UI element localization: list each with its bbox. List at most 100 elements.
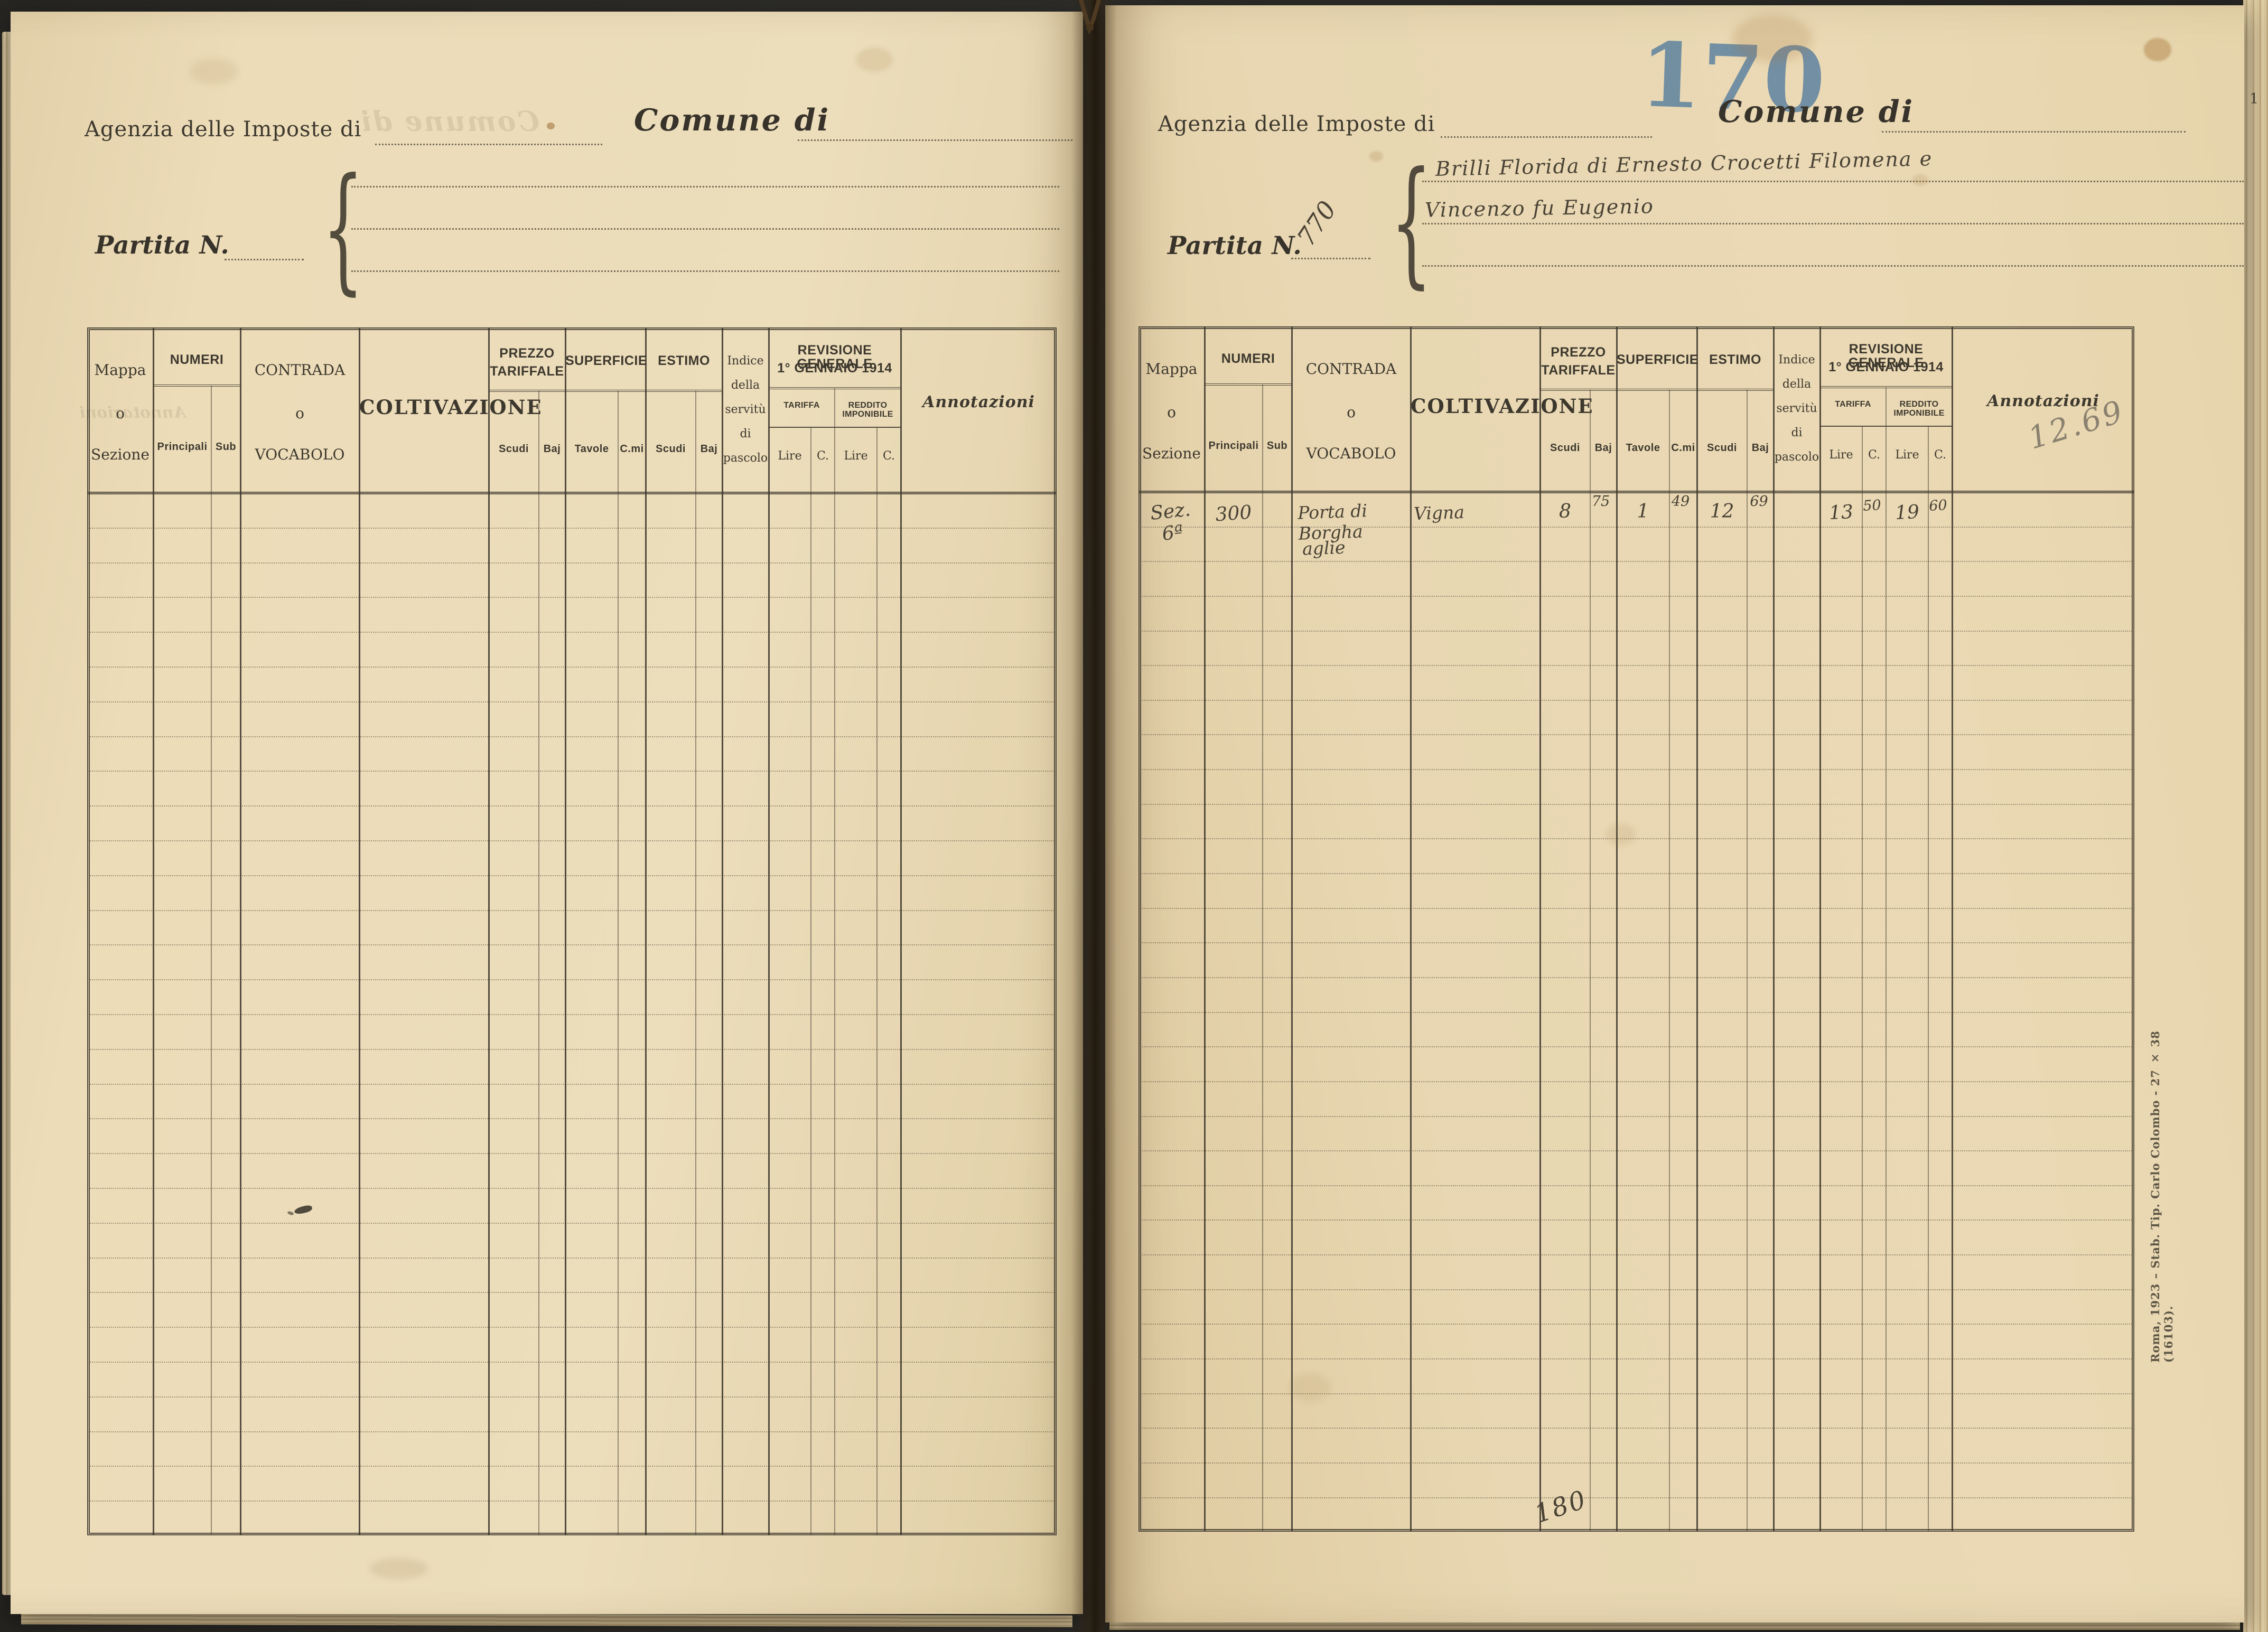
table-grid-line <box>695 391 696 1535</box>
table-header-rule <box>1697 389 1774 391</box>
column-header-label: Lire <box>1895 448 1919 462</box>
column-header-label: 1° GENNAIO 1914 <box>1828 360 1944 374</box>
table-row <box>1138 1359 2134 1394</box>
column-header-label: VOCABOLO <box>1306 445 1396 462</box>
table-row <box>1138 597 2134 632</box>
table-row <box>87 1502 1057 1535</box>
column-header-label: Baj <box>1594 442 1612 454</box>
table-row <box>1138 493 2134 528</box>
column-header-label: Sezione <box>1142 445 1201 462</box>
intestazione-line-1 <box>1422 181 2244 182</box>
table-grid-line <box>876 428 878 1535</box>
table-row <box>87 1467 1057 1502</box>
column-header-label: o <box>1347 404 1356 421</box>
column-header-label: Indice <box>1778 353 1815 367</box>
table-grid-line <box>810 428 811 1535</box>
table-row <box>87 1432 1057 1467</box>
table-row <box>1138 1221 2134 1256</box>
table-row <box>87 1015 1057 1050</box>
column-header-label: REDDITO IMPONIBILE <box>1893 400 1945 418</box>
edge-page-number: 1 <box>2250 91 2259 107</box>
table-grid-line <box>1590 390 1591 1532</box>
table-outer-border <box>87 327 1057 1535</box>
table-header-bottom-rule <box>1138 491 2134 493</box>
column-header-label: o <box>1167 404 1176 421</box>
table-body <box>1138 493 2134 1532</box>
intestazione-line-3 <box>1422 265 2244 267</box>
table-header-rule <box>1617 389 1697 391</box>
column-header-label: pascolo <box>723 452 768 465</box>
table-header-rule <box>565 390 646 392</box>
table-row <box>1138 874 2134 909</box>
column-header-label: ESTIMO <box>1709 352 1761 367</box>
column-header-label: REDDITO IMPONIBILE <box>842 401 893 419</box>
table-row <box>87 806 1057 841</box>
table-header-rule <box>1540 389 1617 391</box>
column-header-label: TARIFFA <box>783 401 820 410</box>
table-row <box>1138 735 2134 771</box>
table-row <box>87 841 1057 876</box>
intestazione-line-2 <box>351 228 1059 230</box>
partita-fill-line <box>225 259 304 260</box>
column-header-label: Lire <box>844 449 868 463</box>
column-header-label: Lire <box>1829 448 1853 462</box>
table-grid-line <box>768 327 770 1535</box>
table-row <box>87 1397 1057 1432</box>
column-header-label: della <box>731 379 760 392</box>
column-header-label: Scudi <box>656 443 686 455</box>
table-grid-line <box>1262 384 1263 1532</box>
page-stack-edge-left <box>2 32 12 1595</box>
table-row <box>1138 1082 2134 1117</box>
table-row <box>87 1224 1057 1259</box>
column-header-label: Tavole <box>1626 442 1660 454</box>
table-row <box>1138 1151 2134 1186</box>
table-row <box>87 668 1057 702</box>
column-header-label: TARIFFA <box>1835 400 1871 409</box>
table-grid-line <box>1696 326 1698 1532</box>
table-row <box>87 1363 1057 1397</box>
handwritten-entry: 49 <box>1671 493 1690 510</box>
table-grid-line <box>359 327 360 1535</box>
column-header-label: C. <box>1868 448 1881 462</box>
intestazione-line-1 <box>351 186 1059 187</box>
table-row <box>1138 1464 2134 1498</box>
table-row <box>1138 1013 2134 1048</box>
column-header-label: REVISIONE GENERALE <box>797 343 873 372</box>
column-header-label: Scudi <box>1707 442 1737 454</box>
agenzia-label-right: Agenzia delle Imposte di <box>1158 112 1435 136</box>
column-header-label: Sub <box>215 441 237 453</box>
intestazione-line-2 <box>1422 223 2244 224</box>
page-stack-edge-right <box>2243 0 2268 1632</box>
ghost-comune-text: Comune di <box>359 106 540 138</box>
column-header-label: C.mi <box>1671 442 1695 454</box>
comune-label-right: Comune di <box>1718 94 1915 129</box>
table-row <box>87 1328 1057 1363</box>
table-header-rule <box>769 427 901 428</box>
table-grid-line <box>1747 390 1748 1532</box>
handwritten-entry: 300 <box>1215 501 1253 526</box>
table-row <box>1138 1325 2134 1360</box>
table-header-rule <box>1820 386 1952 388</box>
column-header-label: 1° GENNAIO 1914 <box>777 361 892 376</box>
page-stack-edge-bottom-right <box>1109 1622 2240 1630</box>
comune-fill-line <box>798 139 1072 141</box>
table-grid-line <box>1952 326 1953 1532</box>
column-header-label: Mappa <box>94 361 146 379</box>
table-row <box>1138 1290 2134 1325</box>
table-row <box>87 1293 1057 1328</box>
table-grid-line <box>1291 326 1293 1532</box>
table-row <box>87 737 1057 772</box>
comune-label-left: Comune di <box>634 102 830 138</box>
table-row <box>1138 562 2134 597</box>
agenzia-fill-line <box>1441 136 1652 138</box>
table-row <box>87 1085 1057 1120</box>
table-row <box>87 494 1057 529</box>
handwritten-entry: Vigna <box>1413 501 1465 524</box>
handwritten-entry: 50 <box>1862 497 1882 514</box>
table-grid-line <box>1616 326 1618 1532</box>
table-row <box>1138 632 2134 667</box>
table-row <box>87 772 1057 807</box>
table-body <box>87 494 1057 1535</box>
table-row <box>87 1259 1057 1293</box>
